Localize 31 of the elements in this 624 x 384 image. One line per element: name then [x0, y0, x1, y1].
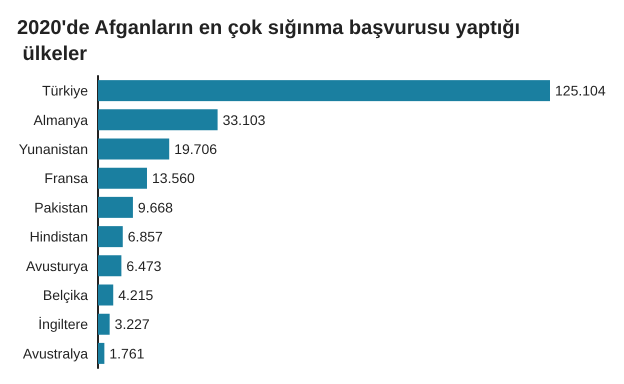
y-tick-label: Yunanistan: [18, 141, 88, 157]
y-tick-label: Avusturya: [26, 258, 88, 274]
y-tick-label: İngiltere: [38, 316, 88, 332]
y-tick-label: Hindistan: [30, 228, 88, 245]
chart-title: 2020'de Afganların en çok sığınma başvurusu yaptığı ülkeler: [17, 17, 520, 65]
y-tick-label: Pakistan: [34, 199, 88, 216]
bar: [98, 255, 122, 276]
data-label: 125.104: [555, 82, 606, 99]
bar: [98, 168, 147, 189]
data-label: 9.668: [138, 199, 174, 216]
y-tick-label: Fransa: [44, 170, 88, 186]
bar: [98, 109, 218, 130]
data-label: 4.215: [118, 287, 154, 303]
data-label: 19.706: [174, 141, 218, 157]
bar: [98, 196, 133, 218]
data-label: 1.761: [109, 345, 145, 362]
bar: [98, 314, 110, 335]
y-tick-label: Türkiye: [42, 82, 88, 99]
data-label: 6.857: [128, 228, 164, 245]
data-label: 13.560: [152, 170, 196, 186]
y-tick-label: Belçika: [42, 287, 88, 303]
y-tick-label: Almanya: [34, 112, 88, 128]
data-label: 6.473: [126, 258, 162, 274]
bar: [98, 342, 104, 364]
y-tick-label: Avustralya: [22, 345, 88, 362]
bar: [98, 138, 170, 160]
bar: [98, 284, 114, 306]
bar: [98, 80, 550, 102]
data-label: 3.227: [114, 316, 150, 332]
bar: [98, 226, 123, 248]
data-label: 33.103: [222, 112, 266, 128]
